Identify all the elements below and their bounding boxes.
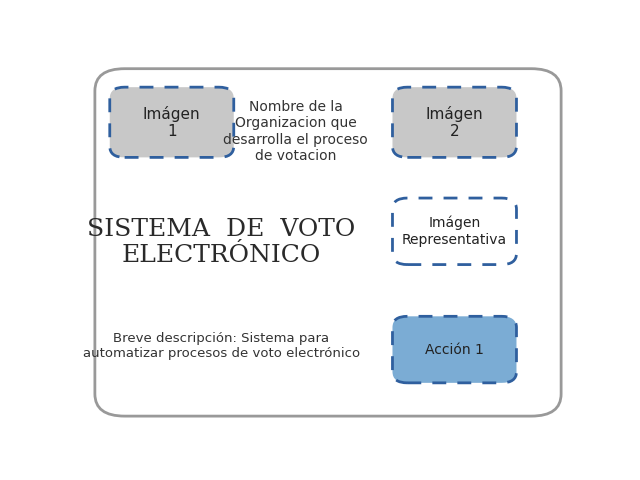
Text: Nombre de la
Organizacion que
desarrolla el proceso
de votacion: Nombre de la Organizacion que desarrolla… bbox=[223, 100, 368, 163]
FancyBboxPatch shape bbox=[110, 87, 234, 157]
Text: SISTEMA  DE  VOTO
ELECTRÓNICO: SISTEMA DE VOTO ELECTRÓNICO bbox=[87, 217, 355, 267]
FancyBboxPatch shape bbox=[392, 316, 516, 383]
FancyBboxPatch shape bbox=[392, 87, 516, 157]
Text: Imágen
1: Imágen 1 bbox=[143, 106, 200, 139]
Text: Breve descripción: Sistema para
automatizar procesos de voto electrónico: Breve descripción: Sistema para automati… bbox=[83, 332, 360, 360]
FancyBboxPatch shape bbox=[95, 69, 561, 416]
FancyBboxPatch shape bbox=[392, 198, 516, 264]
Text: Acción 1: Acción 1 bbox=[425, 343, 484, 357]
Text: Imágen
Representativa: Imágen Representativa bbox=[402, 216, 507, 247]
Text: Imágen
2: Imágen 2 bbox=[426, 106, 483, 139]
